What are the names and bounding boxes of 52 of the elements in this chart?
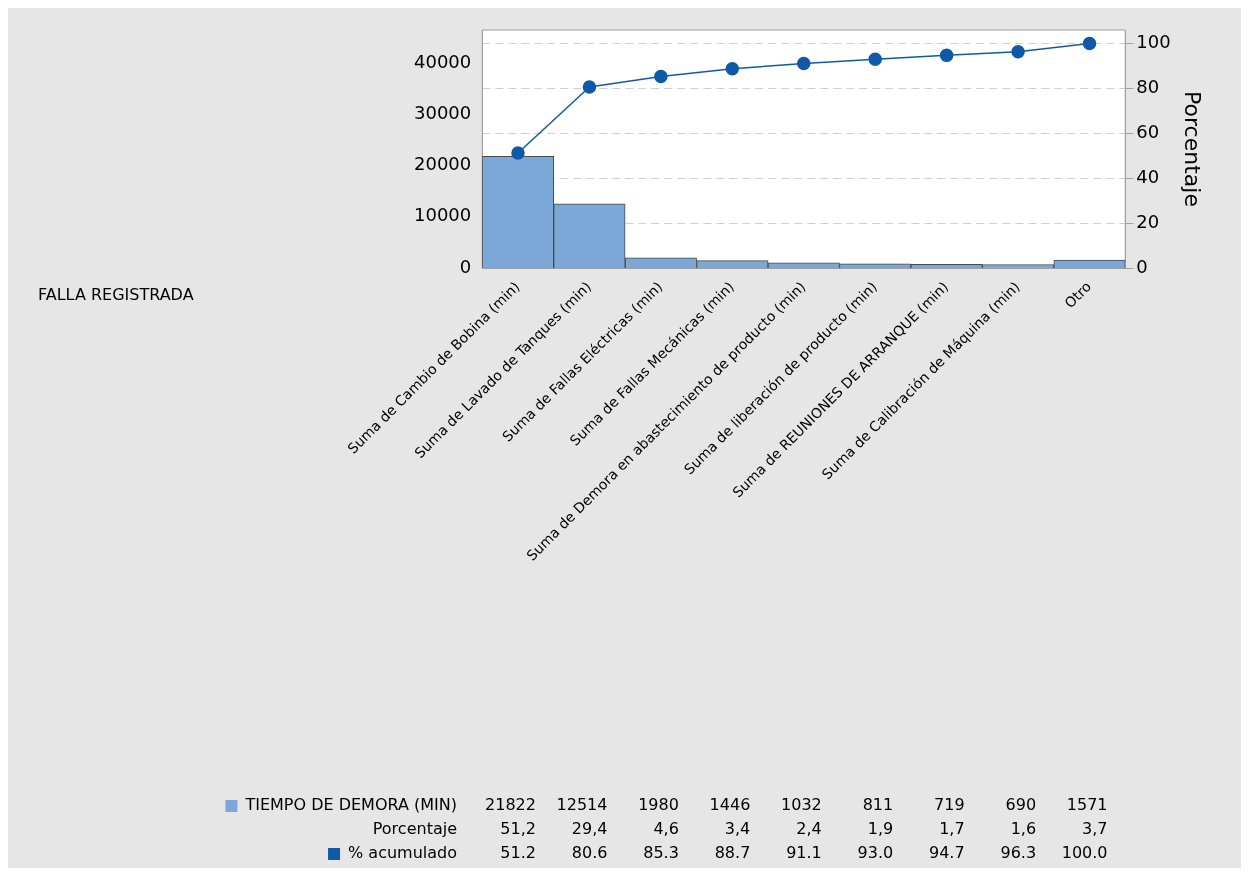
- data-label: 94.7: [929, 843, 965, 863]
- data-label: 12514: [556, 795, 608, 815]
- point: [868, 52, 882, 66]
- y2-tick-label: 100: [1136, 31, 1171, 53]
- data-label: 690: [1005, 795, 1037, 815]
- data-label: 96.3: [1000, 843, 1037, 863]
- data-label: 100.0: [1061, 843, 1108, 863]
- data-label: 21822: [485, 795, 536, 815]
- data-label: 80.6: [571, 843, 608, 863]
- y-tick-label: 0: [459, 255, 472, 277]
- point: [582, 80, 597, 94]
- data-label: 1980: [638, 795, 679, 815]
- text: 1,9: [867, 819, 894, 839]
- y2-tick-label: 0: [1136, 255, 1148, 277]
- y2-tick-label: 80: [1136, 76, 1160, 98]
- y-tick-label: 40000: [414, 50, 472, 72]
- point: [1011, 45, 1025, 59]
- text: 2,4: [796, 819, 822, 839]
- point: [725, 62, 740, 76]
- text: Porcentaje: [372, 819, 457, 839]
- point: [1082, 36, 1097, 51]
- point: [511, 146, 525, 160]
- legend-label: TIEMPO DE DEMORA (MIN): [244, 795, 457, 815]
- data-label: 93.0: [857, 843, 894, 863]
- text: 1,6: [1010, 819, 1037, 839]
- point: [654, 69, 668, 84]
- data-label: 91.1: [786, 843, 822, 863]
- text: 29,4: [571, 819, 608, 839]
- y-tick-label: 30000: [414, 102, 472, 124]
- text: 3,4: [724, 819, 751, 839]
- y2-tick-label: 60: [1136, 120, 1160, 142]
- text: FALLA REGISTRADA: [38, 285, 194, 305]
- data-label: 88.7: [714, 843, 751, 863]
- text: 4,6: [653, 819, 679, 839]
- data-label: 1446: [709, 795, 751, 815]
- point: [939, 48, 954, 63]
- legend-label: % acumulado: [348, 843, 457, 863]
- y-tick-label: 20000: [414, 153, 472, 175]
- data-label: 719: [934, 795, 965, 815]
- data-label: 85.3: [643, 843, 679, 863]
- y2-tick-label: 40: [1136, 165, 1160, 187]
- data-label: 811: [862, 795, 894, 815]
- text: 3,7: [1082, 819, 1108, 839]
- point: [797, 56, 811, 71]
- y2-axis-title: Porcentaje: [1180, 91, 1206, 207]
- data-label: 51.2: [500, 843, 536, 863]
- data-label: 1032: [781, 795, 822, 815]
- text: 1,7: [939, 819, 965, 839]
- y2-tick-label: 20: [1136, 210, 1160, 232]
- text: 51,2: [500, 819, 536, 839]
- data-label: 1571: [1066, 795, 1108, 815]
- y-tick-label: 10000: [414, 204, 472, 226]
